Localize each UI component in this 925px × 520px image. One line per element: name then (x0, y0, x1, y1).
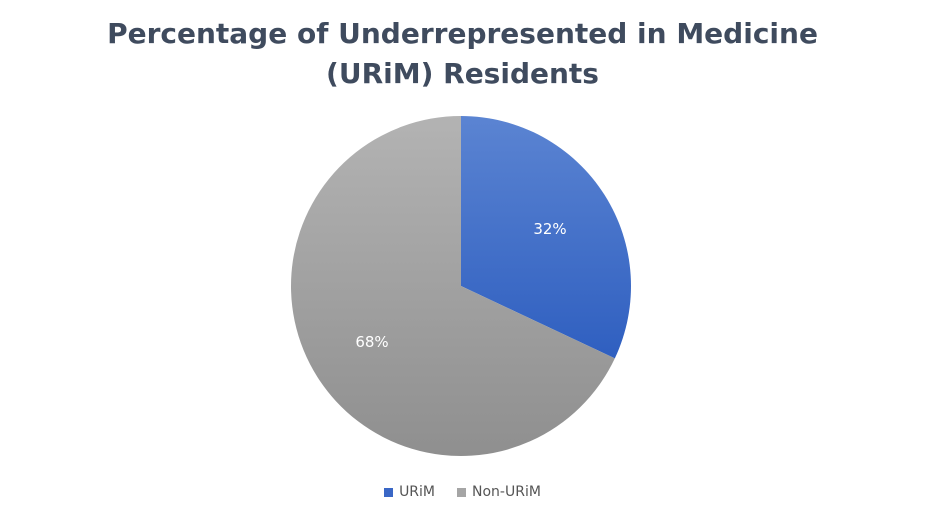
legend-item-urim: URiM (384, 484, 435, 500)
legend-item-non-urim: Non-URiM (457, 484, 541, 500)
chart-title-line-1: Percentage of Underrepresented in Medici… (107, 17, 818, 50)
pie-slices (291, 116, 632, 456)
pie-data-labels: 32% 68% (355, 220, 566, 351)
legend-label-urim: URiM (399, 484, 436, 500)
legend-label-non-urim: Non-URiM (472, 484, 541, 500)
pie-slice-urim (461, 116, 632, 359)
legend: URiM Non-URiM (0, 484, 925, 500)
data-label-urim: 32% (533, 220, 566, 238)
data-label-non-urim: 68% (355, 333, 388, 351)
chart-title: Percentage of Underrepresented in Medici… (0, 14, 925, 94)
legend-swatch-non-urim (457, 487, 467, 497)
pie-slice-non-urim (291, 116, 615, 456)
legend-swatch-urim (384, 487, 394, 497)
chart-title-line-2: (URiM) Residents (326, 57, 599, 90)
